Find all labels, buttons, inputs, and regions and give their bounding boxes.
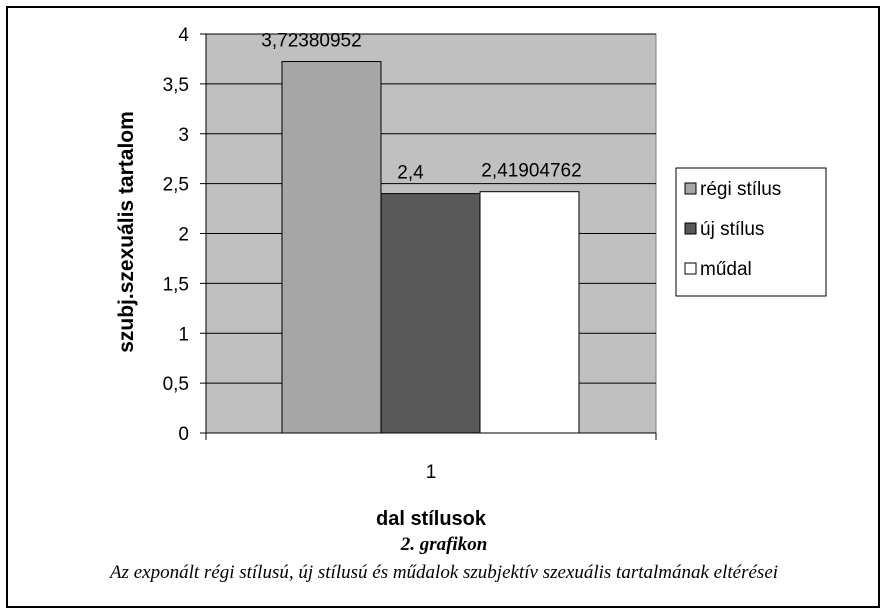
bar: [479, 191, 580, 434]
y-tick-label: 3: [178, 125, 189, 146]
caption-text: Az exponált régi stílusú, új stílusú és …: [109, 562, 779, 583]
legend-swatch: [684, 222, 697, 235]
bar-chart: 0 0,5 1 1,5 2 2,5 3 3,5 4 1 3,72380952 2,4 2,419047…: [115, 25, 827, 530]
chart-frame: [6, 6, 880, 608]
x-tick-label: 1: [426, 462, 437, 483]
bar: [281, 61, 382, 434]
y-tick-label: 3,5: [163, 75, 189, 96]
y-tick-label: 4: [178, 25, 189, 46]
y-tick-label: 0: [178, 424, 189, 445]
y-tick-label: 1: [178, 324, 189, 345]
axes: 0 0,5 1 1,5 2 2,5 3 3,5 4 1: [163, 25, 657, 483]
legend-swatch: [684, 262, 697, 275]
y-tick-label: 1,5: [163, 274, 189, 295]
x-axis-label: dal stílusok: [376, 508, 487, 530]
legend-box: [675, 167, 827, 297]
bars: [281, 61, 580, 434]
legend-label: régi stílus: [700, 179, 781, 200]
bar: [380, 193, 481, 434]
caption-title: 2. grafikon: [400, 534, 488, 555]
data-labels: 3,72380952 2,4 2,41904762: [261, 31, 581, 184]
legend-swatch: [684, 182, 697, 195]
data-label: 3,72380952: [261, 31, 361, 52]
legend: régi stílus új stílus műdal: [675, 167, 827, 297]
y-tick-label: 0,5: [163, 374, 189, 395]
y-tick-label: 2: [178, 225, 189, 246]
data-label: 2,41904762: [481, 161, 581, 182]
legend-label: műdal: [700, 259, 752, 280]
legend-label: új stílus: [700, 219, 764, 240]
y-axis-label: szubj.szexuális tartalom: [115, 111, 138, 353]
data-label: 2,4: [397, 163, 424, 184]
y-tick-label: 2,5: [163, 175, 189, 196]
